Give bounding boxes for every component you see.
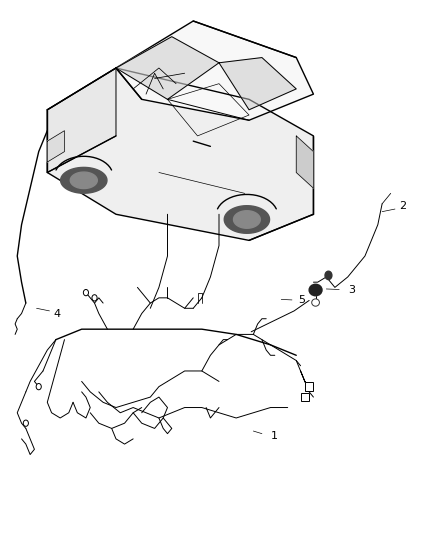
Polygon shape [47,68,314,240]
Polygon shape [47,68,116,173]
Circle shape [36,384,41,390]
Polygon shape [47,131,64,162]
Polygon shape [233,211,260,228]
Polygon shape [70,172,97,189]
Circle shape [23,420,28,426]
Polygon shape [219,58,296,110]
Circle shape [83,289,88,296]
Polygon shape [224,206,269,233]
Polygon shape [296,136,314,188]
Text: 5: 5 [298,295,305,305]
Text: 2: 2 [399,201,406,212]
Text: 1: 1 [271,431,278,441]
Ellipse shape [309,284,322,296]
Circle shape [325,271,332,280]
Circle shape [92,295,97,301]
Polygon shape [60,167,107,193]
Text: 3: 3 [348,285,355,295]
Polygon shape [116,37,219,99]
FancyBboxPatch shape [305,383,314,391]
Text: 4: 4 [54,309,61,319]
FancyBboxPatch shape [300,393,309,401]
Ellipse shape [312,299,319,306]
Polygon shape [116,21,314,120]
